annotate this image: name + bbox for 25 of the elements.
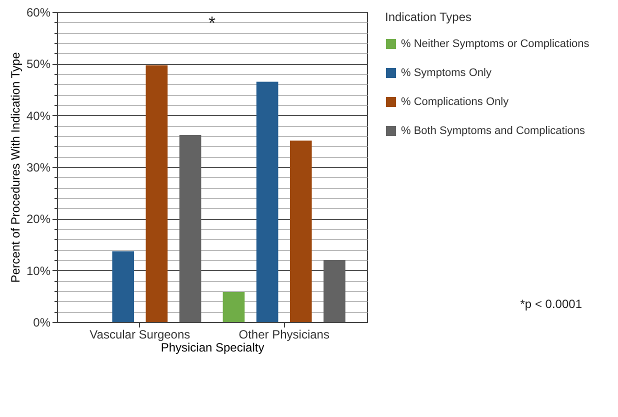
text: *p < 0.0001: [520, 297, 582, 311]
bar: [179, 134, 202, 322]
bar: [146, 65, 168, 322]
x-tick-label: Other Physicians: [238, 328, 330, 342]
bar: [112, 251, 134, 322]
legend-title: Indication Types: [385, 10, 472, 24]
y-axis-title: Percent of Procedures With Indication Type: [8, 52, 22, 283]
bar: [256, 82, 278, 322]
legend-label: % Neither Symptoms or Complications: [401, 38, 590, 50]
y-tick-label: 60%: [26, 6, 51, 20]
legend-label: % Both Symptoms and Complications: [401, 125, 586, 137]
y-tick-label: 30%: [26, 160, 51, 174]
y-tick-label: 50%: [26, 57, 51, 72]
legend-label: % Complications Only: [401, 96, 510, 108]
x-axis-title: Physician Specialty: [160, 340, 264, 354]
bar: [324, 260, 346, 322]
legend-label: % Symptoms Only: [401, 67, 492, 79]
x-tick-label: Vascular Surgeons: [90, 328, 190, 342]
bar: [290, 140, 312, 322]
bar: [222, 292, 245, 322]
y-tick-label: 0%: [33, 316, 51, 330]
y-tick-label: 40%: [26, 108, 51, 123]
annotation: *: [208, 13, 216, 33]
y-tick-label: 20%: [26, 212, 51, 226]
y-tick-label: 10%: [26, 264, 51, 278]
